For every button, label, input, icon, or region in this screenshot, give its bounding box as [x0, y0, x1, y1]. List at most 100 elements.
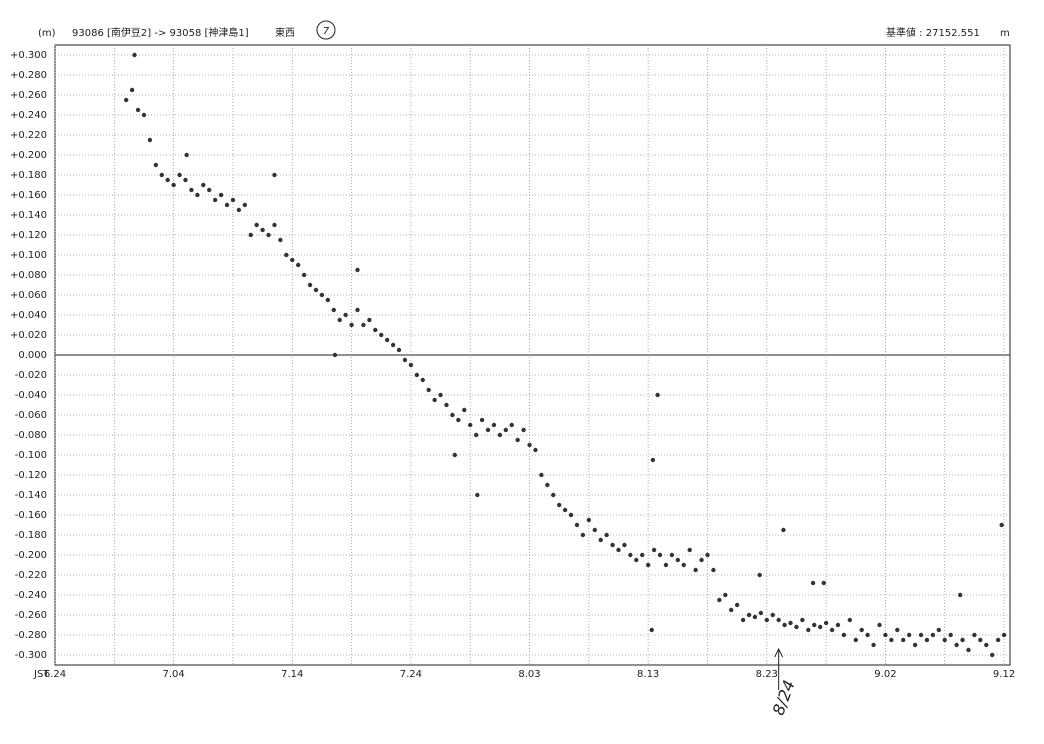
point [995, 637, 1001, 643]
point [918, 632, 924, 638]
point [984, 642, 989, 648]
point [948, 632, 953, 638]
y-tick-label: +0.060 [10, 290, 47, 301]
point [497, 432, 503, 438]
point [841, 632, 847, 638]
point [586, 517, 592, 523]
point [242, 202, 248, 208]
point [675, 557, 681, 563]
point [545, 482, 550, 488]
y-tick-label: +0.160 [10, 190, 47, 201]
point [810, 580, 816, 586]
point [355, 267, 360, 273]
point [776, 617, 781, 623]
point [355, 307, 360, 313]
point [533, 447, 538, 453]
point [580, 532, 586, 538]
y-tick-label: -0.280 [15, 630, 47, 641]
point [699, 557, 704, 563]
point [539, 472, 544, 478]
point [711, 567, 716, 573]
point [527, 442, 532, 448]
point [717, 597, 722, 603]
point [821, 580, 826, 586]
point [954, 642, 959, 648]
point [272, 222, 277, 228]
number-circle [316, 20, 336, 40]
y-tick-label: +0.300 [10, 50, 47, 61]
point [906, 632, 912, 638]
point [610, 542, 615, 548]
point [650, 457, 656, 463]
point [806, 627, 811, 633]
point [141, 112, 147, 118]
point [475, 492, 480, 498]
x-prefix: JST [33, 669, 50, 680]
point [990, 652, 995, 658]
point [835, 622, 841, 628]
y-tick-label: +0.040 [10, 310, 47, 321]
point [332, 352, 338, 358]
point [390, 342, 396, 348]
point [349, 322, 354, 328]
point [568, 512, 574, 518]
y-tick-label: -0.200 [15, 550, 47, 561]
x-tick-label: 7.14 [281, 669, 303, 680]
point [367, 317, 372, 323]
point [645, 562, 651, 568]
point [153, 162, 159, 168]
point [859, 627, 864, 633]
point [812, 622, 817, 628]
point [432, 397, 437, 403]
point [853, 637, 858, 643]
point [379, 332, 384, 338]
point [622, 542, 627, 548]
annotation-arrowhead [774, 647, 784, 658]
point [212, 197, 218, 203]
point [972, 632, 977, 638]
point [634, 557, 639, 563]
y-tick-label: +0.240 [10, 110, 47, 121]
x-tick-label: 9.12 [993, 669, 1015, 680]
point [829, 627, 835, 633]
point [957, 592, 963, 598]
point [272, 172, 277, 178]
point [254, 222, 259, 228]
point [687, 547, 692, 553]
point [331, 307, 336, 313]
point [132, 52, 137, 58]
y-tick-label: -0.100 [15, 450, 47, 461]
point [337, 317, 342, 323]
y-tick-label: +0.220 [10, 130, 47, 141]
unit-label: (m) [38, 28, 56, 39]
y-tick-label: +0.020 [10, 330, 47, 341]
point [414, 372, 420, 378]
point [491, 422, 497, 428]
point [183, 177, 188, 183]
point [669, 552, 675, 558]
reference-label: 基準値 : 27152.551 [886, 26, 980, 39]
point [189, 187, 194, 193]
point [509, 422, 514, 428]
point [681, 562, 686, 568]
point [147, 137, 153, 143]
point [889, 637, 894, 643]
point [1001, 632, 1007, 638]
point [473, 432, 479, 438]
y-tick-label: -0.180 [15, 530, 47, 541]
point [782, 622, 787, 628]
point [655, 392, 660, 398]
point [651, 547, 657, 553]
point [515, 437, 520, 443]
point [764, 617, 770, 623]
y-tick-label: +0.180 [10, 170, 47, 181]
point [865, 632, 870, 638]
point [450, 412, 455, 418]
point [740, 617, 746, 623]
point [260, 227, 265, 233]
y-tick-label: +0.200 [10, 150, 47, 161]
point [384, 337, 390, 343]
point [290, 257, 295, 263]
point [871, 642, 876, 648]
